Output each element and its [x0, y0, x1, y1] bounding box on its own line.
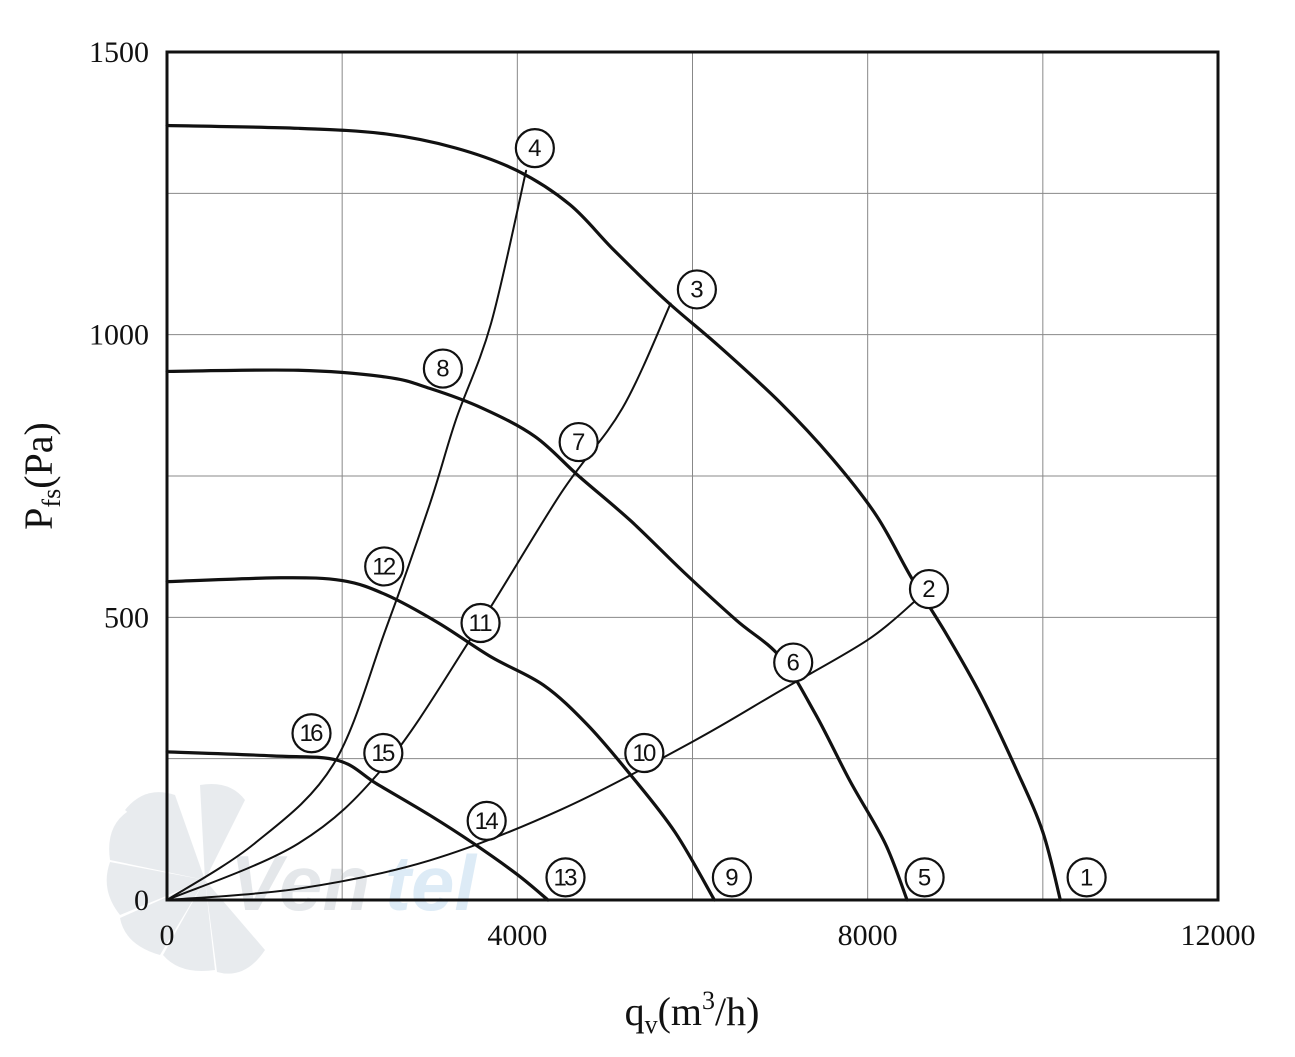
curve-label-15: 15: [363, 732, 404, 774]
curve-label-circle: [676, 269, 717, 310]
grid-lines: [167, 52, 1218, 900]
svg-text:tel: tel: [385, 839, 477, 927]
curve-label-7: 7: [558, 421, 599, 463]
curve-label-circle: [363, 732, 404, 774]
x-tick-label: 12000: [1181, 919, 1256, 952]
curve-label-circle: [514, 128, 555, 169]
curve-label-14: 14: [466, 800, 507, 841]
curve-label-circle: [422, 348, 463, 389]
x-tick-label: 4000: [487, 919, 547, 952]
curve-label-10: 10: [624, 732, 665, 774]
fan-curve-3: [165, 576, 716, 902]
curve-label-circle: [624, 732, 665, 774]
x-axis-title: qv(m3/h): [625, 986, 760, 1039]
plot-frame: [165, 50, 1220, 902]
y-tick-label: 500: [104, 601, 149, 634]
curve-label-12: 12: [364, 546, 405, 587]
curve-label-text: 1: [1080, 864, 1093, 891]
curve-label-circle: [291, 713, 332, 754]
curve-label-circle: [904, 857, 945, 898]
x-axis-title-tail: /h): [715, 989, 759, 1034]
svg-text:Ven: Ven: [230, 839, 370, 927]
curve-label-text: 5: [918, 864, 931, 891]
fan-curve-2: [165, 368, 909, 902]
curve-label-text: 13: [554, 864, 578, 891]
curve-label-2: 2: [908, 568, 950, 610]
curve-label-9: 9: [711, 857, 753, 898]
system-curve-1: [166, 599, 917, 901]
curve-label-circle: [545, 857, 586, 898]
system-curve-3: [166, 169, 528, 901]
curve-label-circle: [1066, 857, 1107, 898]
curve-label-circle: [908, 568, 950, 610]
y-tick-labels: 0 500 1000 1500: [89, 36, 149, 917]
curve-label-text: 6: [787, 650, 800, 677]
curve-label-16: 16: [291, 713, 332, 754]
x-axis-title-rest: (m: [658, 989, 702, 1034]
x-tick-labels: 0 4000 8000 12000: [160, 919, 1256, 952]
curve-label-text: 10: [632, 740, 656, 767]
curve-label-text: 3: [690, 276, 703, 303]
curve-label-text: 11: [469, 610, 493, 637]
curve-label-text: 15: [371, 740, 395, 767]
curve-label-text: 14: [475, 808, 499, 835]
x-axis-title-main: q: [625, 989, 645, 1034]
fan-curve-1: [165, 123, 1062, 902]
curve-label-circle: [558, 421, 599, 463]
x-tick-label: 8000: [838, 919, 898, 952]
fan-curve-4: [165, 750, 550, 902]
curve-label-circle: [460, 602, 501, 644]
y-tick-label: 1000: [89, 319, 149, 352]
y-tick-label: 1500: [89, 36, 149, 69]
curve-label-text: 9: [725, 864, 738, 891]
curve-label-circle: [466, 800, 507, 841]
y-axis-title-main: P: [16, 508, 61, 530]
fan-curves: [165, 123, 1062, 902]
y-axis-title-sub: fs: [37, 489, 66, 508]
curve-label-text: 7: [572, 429, 585, 456]
x-axis-title-sup: 3: [702, 986, 715, 1015]
curve-label-text: 12: [372, 553, 396, 580]
curve-label-text: 8: [436, 356, 449, 383]
curve-label-circle: [773, 642, 814, 683]
curve-label-circle: [364, 546, 405, 587]
vent-logo-watermark: Ven tel: [106, 784, 477, 974]
system-curve-2: [166, 302, 672, 901]
system-curves: [166, 169, 917, 901]
y-tick-label: 0: [134, 884, 149, 917]
curve-label-text: 4: [528, 135, 541, 162]
curve-label-5: 5: [904, 857, 945, 898]
y-axis-title: Pfs(Pa): [16, 422, 66, 530]
curve-label-1: 1: [1066, 857, 1107, 898]
curve-label-3: 3: [676, 269, 717, 310]
curve-label-text: 16: [300, 720, 324, 747]
curve-label-11: 11: [460, 602, 501, 644]
curve-label-4: 4: [514, 128, 555, 169]
curve-label-13: 13: [545, 857, 586, 898]
x-tick-label: 0: [160, 919, 175, 952]
x-axis-title-sub: v: [645, 1010, 658, 1039]
y-axis-title-rest: (Pa): [16, 422, 61, 489]
curve-label-text: 2: [922, 576, 935, 603]
curve-label-6: 6: [773, 642, 814, 683]
curve-label-circle: [711, 857, 753, 898]
curve-label-8: 8: [422, 348, 463, 389]
